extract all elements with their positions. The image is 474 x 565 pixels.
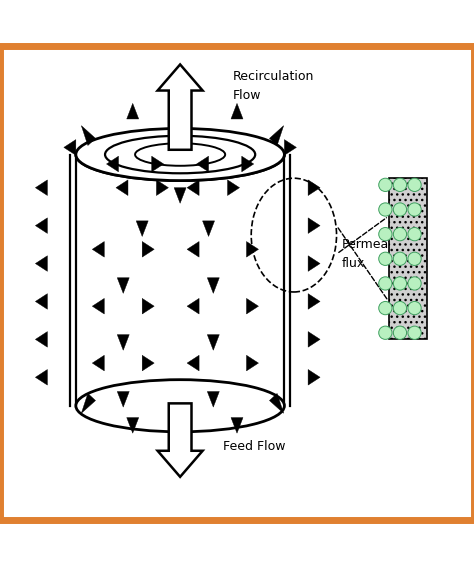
Polygon shape — [92, 241, 104, 257]
Polygon shape — [117, 392, 129, 407]
Circle shape — [379, 277, 392, 290]
Polygon shape — [116, 180, 128, 195]
Circle shape — [408, 326, 421, 340]
Polygon shape — [117, 334, 129, 350]
Polygon shape — [36, 218, 47, 233]
Circle shape — [379, 252, 392, 266]
Polygon shape — [308, 294, 320, 309]
Polygon shape — [187, 355, 199, 371]
Polygon shape — [36, 370, 47, 385]
Circle shape — [379, 178, 392, 192]
Polygon shape — [231, 103, 243, 119]
Polygon shape — [142, 355, 154, 371]
Polygon shape — [308, 218, 320, 233]
Circle shape — [379, 228, 392, 241]
Text: flux: flux — [341, 257, 365, 270]
Ellipse shape — [105, 136, 255, 173]
Polygon shape — [187, 298, 199, 314]
Polygon shape — [242, 156, 254, 172]
Polygon shape — [127, 103, 139, 119]
Polygon shape — [127, 418, 139, 433]
Polygon shape — [142, 298, 154, 314]
Polygon shape — [308, 370, 320, 385]
Polygon shape — [231, 418, 243, 433]
Polygon shape — [36, 332, 47, 347]
Polygon shape — [64, 140, 76, 155]
Polygon shape — [207, 334, 219, 350]
Polygon shape — [246, 241, 258, 257]
Text: Flow: Flow — [232, 89, 261, 102]
Polygon shape — [174, 188, 186, 203]
Polygon shape — [207, 392, 219, 407]
Circle shape — [393, 326, 407, 340]
Polygon shape — [36, 180, 47, 195]
Polygon shape — [246, 298, 258, 314]
Text: Feed Flow: Feed Flow — [223, 440, 285, 453]
Circle shape — [379, 302, 392, 315]
Circle shape — [408, 178, 421, 192]
Circle shape — [408, 277, 421, 290]
Polygon shape — [308, 180, 320, 195]
Circle shape — [408, 203, 421, 216]
Polygon shape — [246, 355, 258, 371]
Polygon shape — [156, 180, 168, 195]
Polygon shape — [107, 156, 118, 172]
Circle shape — [408, 302, 421, 315]
Circle shape — [408, 252, 421, 266]
Polygon shape — [228, 180, 239, 195]
Polygon shape — [308, 332, 320, 347]
Polygon shape — [92, 355, 104, 371]
Circle shape — [408, 228, 421, 241]
Circle shape — [393, 178, 407, 192]
Polygon shape — [157, 64, 202, 150]
Polygon shape — [117, 278, 129, 293]
Polygon shape — [269, 125, 283, 145]
Polygon shape — [36, 294, 47, 309]
Text: Permeate: Permeate — [341, 238, 401, 251]
Polygon shape — [82, 125, 96, 145]
Polygon shape — [197, 156, 209, 172]
Polygon shape — [308, 256, 320, 271]
Polygon shape — [136, 221, 148, 237]
Polygon shape — [36, 256, 47, 271]
Polygon shape — [157, 403, 202, 477]
Circle shape — [393, 252, 407, 266]
Bar — [389, 178, 427, 340]
Circle shape — [379, 326, 392, 340]
Polygon shape — [92, 298, 104, 314]
Ellipse shape — [76, 128, 284, 181]
Polygon shape — [187, 241, 199, 257]
Text: Recirculation: Recirculation — [232, 70, 314, 83]
Ellipse shape — [135, 144, 225, 166]
Circle shape — [393, 228, 407, 241]
Circle shape — [393, 203, 407, 216]
Polygon shape — [202, 221, 215, 237]
Circle shape — [393, 302, 407, 315]
Polygon shape — [142, 241, 154, 257]
Polygon shape — [152, 156, 164, 172]
Polygon shape — [187, 180, 199, 195]
Polygon shape — [207, 278, 219, 293]
Circle shape — [393, 277, 407, 290]
Polygon shape — [82, 393, 96, 413]
Polygon shape — [284, 140, 296, 155]
Circle shape — [379, 203, 392, 216]
Ellipse shape — [76, 380, 284, 432]
Polygon shape — [269, 393, 283, 413]
